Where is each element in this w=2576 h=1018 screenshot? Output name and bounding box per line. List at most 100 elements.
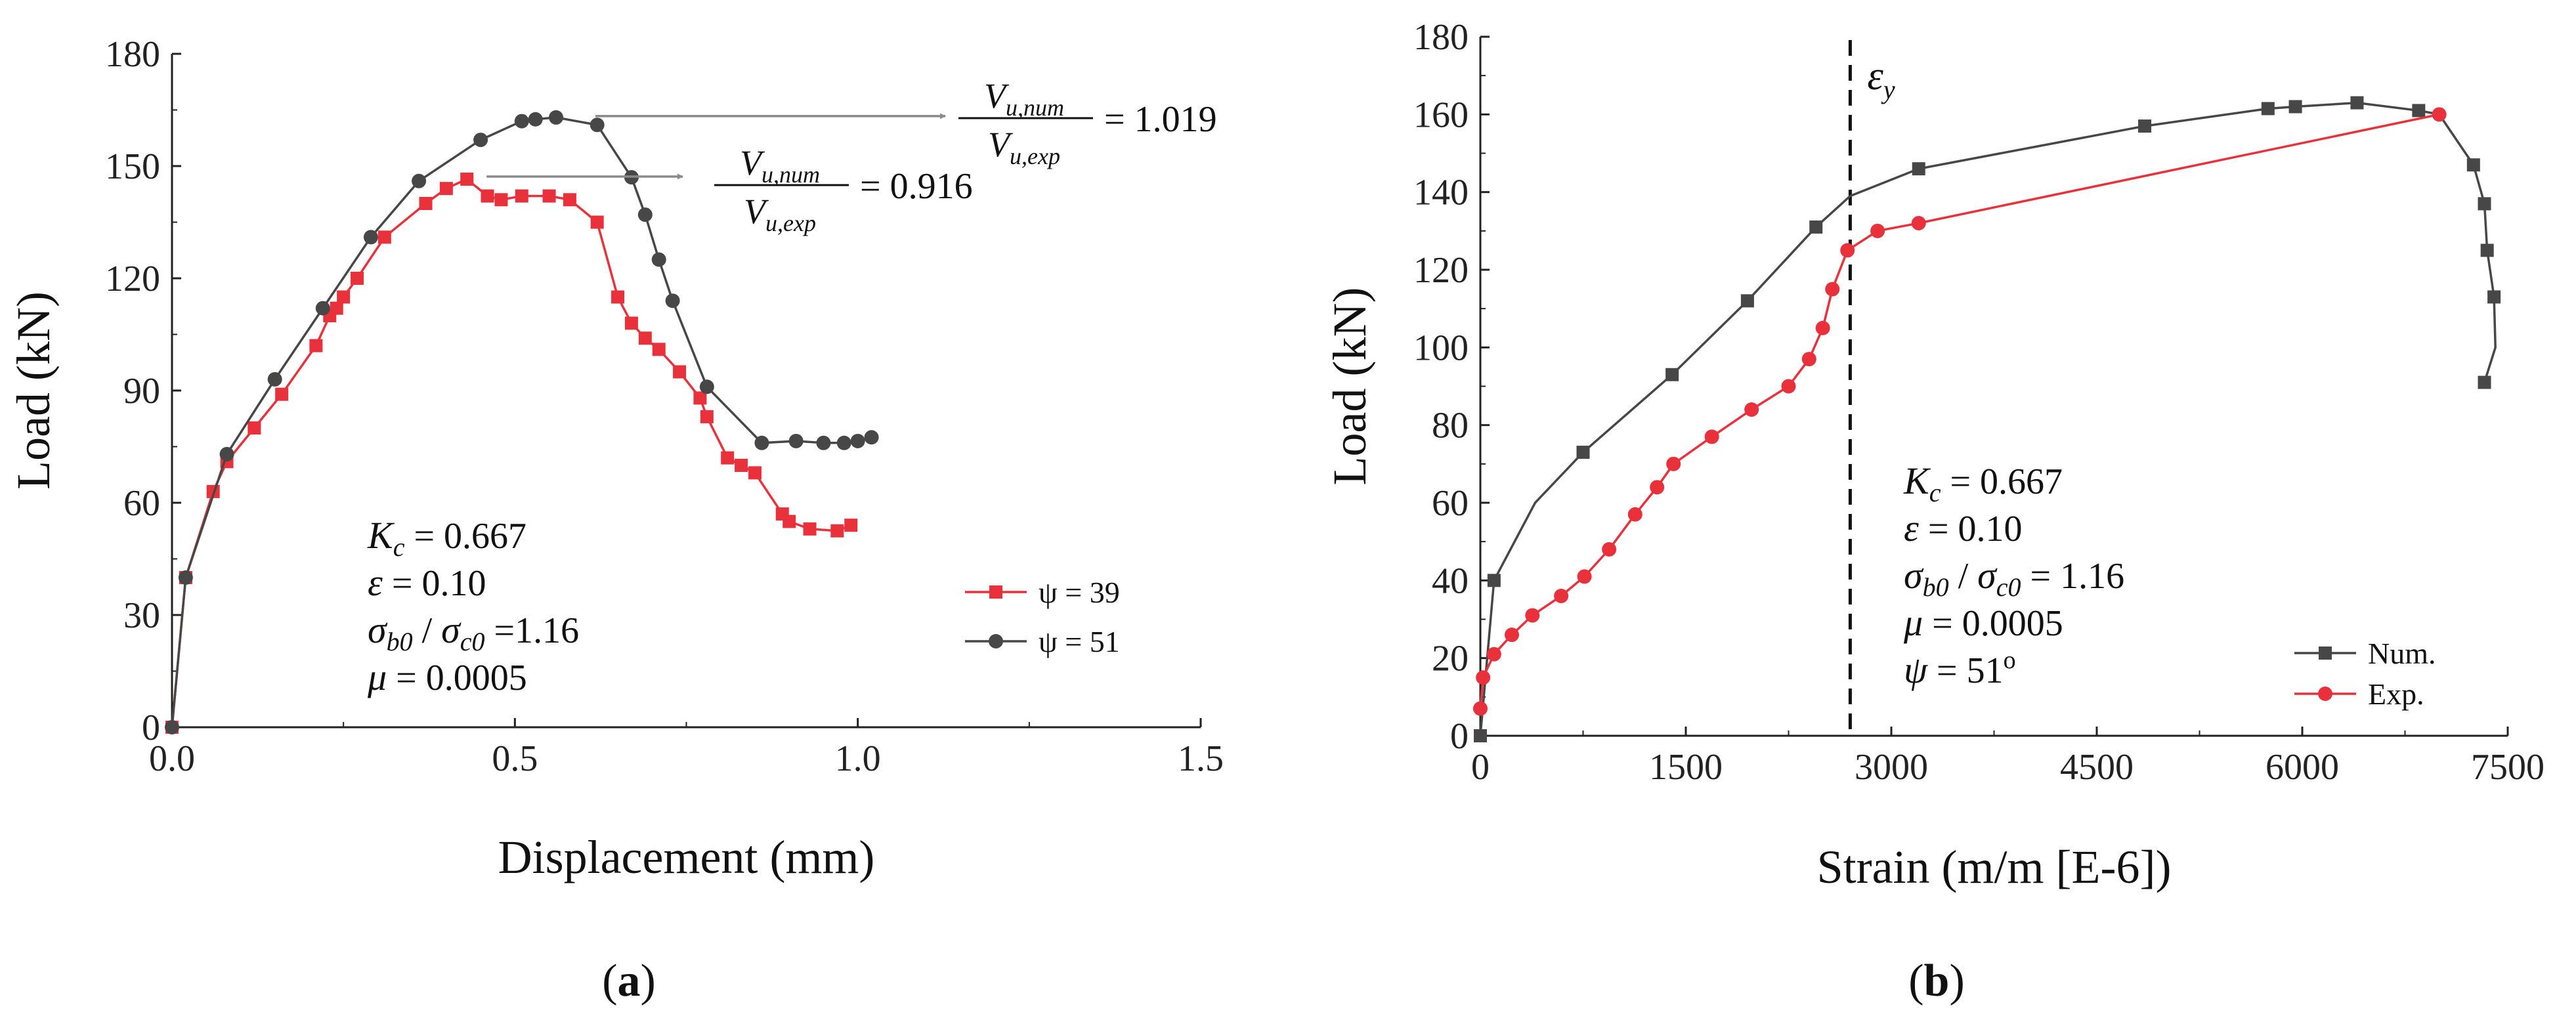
y-tick-label: 40 bbox=[1432, 561, 1469, 601]
data-point bbox=[563, 193, 576, 207]
data-point bbox=[267, 371, 282, 387]
yield-strain-label: εy bbox=[1867, 54, 1895, 104]
x-tick-label: 1.5 bbox=[1178, 738, 1224, 779]
data-point bbox=[2350, 96, 2364, 110]
data-point bbox=[2138, 119, 2152, 133]
data-point bbox=[309, 339, 323, 352]
panel-caption: (a) bbox=[602, 956, 656, 1006]
data-point bbox=[439, 182, 453, 196]
data-point bbox=[693, 391, 707, 405]
legend-marker bbox=[2318, 687, 2332, 701]
x-tick-label: 7500 bbox=[2471, 747, 2544, 788]
data-point bbox=[1815, 320, 1830, 335]
param-text-b: ε = 0.10 bbox=[1904, 507, 2022, 549]
y-tick-label: 80 bbox=[1432, 406, 1469, 446]
y-tick-label: 150 bbox=[105, 146, 160, 187]
param-text-a: σb0 / σc0 =1.16 bbox=[368, 608, 579, 656]
data-point bbox=[412, 173, 427, 188]
data-point bbox=[754, 435, 769, 450]
data-point bbox=[1576, 446, 1590, 459]
param-text-a: ε = 0.10 bbox=[368, 561, 486, 604]
data-point bbox=[2412, 104, 2426, 117]
x-tick-label: 1500 bbox=[1649, 747, 1723, 788]
data-point bbox=[1781, 379, 1796, 394]
data-point bbox=[1554, 589, 1569, 603]
x-tick-label: 0.0 bbox=[149, 738, 195, 779]
data-point bbox=[481, 189, 494, 203]
data-point bbox=[673, 365, 687, 379]
data-point bbox=[419, 197, 433, 210]
data-point bbox=[803, 522, 817, 536]
data-point bbox=[2478, 375, 2491, 389]
param-text-b: μ = 0.0005 bbox=[1903, 601, 2063, 644]
param-text-b: Kc = 0.667 bbox=[1903, 459, 2063, 507]
data-point bbox=[1487, 574, 1501, 587]
y-tick-label: 100 bbox=[1413, 328, 1469, 368]
data-point bbox=[1473, 701, 1488, 716]
y-tick-label: 120 bbox=[105, 259, 160, 299]
data-point bbox=[178, 570, 193, 585]
data-point bbox=[219, 446, 234, 461]
data-point bbox=[1801, 352, 1816, 367]
data-point bbox=[590, 117, 605, 133]
data-point bbox=[652, 343, 666, 356]
data-point bbox=[549, 110, 564, 125]
data-point bbox=[611, 290, 625, 304]
legend-label: ψ = 51 bbox=[1039, 625, 1120, 658]
panel-b: 0 1500 3000 4500 6000 7500 0 20 40 60 80 100 120 140 1… bbox=[1323, 17, 2544, 1006]
param-text-a: μ = 0.0005 bbox=[367, 656, 527, 698]
legend-marker bbox=[989, 634, 1003, 648]
param-text-b: σb0 / σc0 = 1.16 bbox=[1904, 554, 2124, 602]
y-tick-label: 0 bbox=[1450, 716, 1469, 757]
panel-a: 0.0 0.5 1.0 1.5 0 30 60 90 120 150 180 Displacement… bbox=[7, 34, 1224, 1006]
y-tick-label: 120 bbox=[1413, 250, 1469, 291]
data-point bbox=[1525, 608, 1540, 623]
y-tick-label: 180 bbox=[1413, 17, 1469, 58]
x-axis-label: Displacement (mm) bbox=[498, 831, 875, 883]
y-tick-label: 160 bbox=[1413, 95, 1469, 135]
data-point bbox=[165, 720, 179, 734]
y-tick-label: 180 bbox=[105, 34, 160, 75]
y-tick-label: 60 bbox=[123, 483, 160, 524]
data-point bbox=[1666, 456, 1681, 471]
data-point bbox=[363, 230, 378, 245]
data-point bbox=[1704, 429, 1719, 444]
panel-caption: (b) bbox=[1908, 956, 1965, 1006]
data-point bbox=[1870, 223, 1885, 238]
param-text-b: ψ = 51o bbox=[1904, 647, 2016, 691]
data-point bbox=[1912, 162, 1925, 176]
data-point bbox=[2261, 102, 2275, 116]
data-point bbox=[783, 515, 796, 528]
data-point bbox=[637, 207, 653, 223]
data-point bbox=[830, 524, 844, 538]
data-point bbox=[700, 410, 714, 423]
data-point bbox=[624, 316, 638, 330]
data-point bbox=[864, 430, 879, 445]
data-point bbox=[330, 301, 343, 315]
data-point bbox=[528, 112, 543, 127]
ratio-value: = 1.019 bbox=[1104, 99, 1217, 140]
data-point bbox=[2288, 100, 2302, 114]
data-point bbox=[2466, 158, 2480, 172]
data-point bbox=[2480, 244, 2494, 257]
ratio-value: = 0.916 bbox=[860, 166, 973, 207]
data-point bbox=[1744, 402, 1759, 417]
data-point bbox=[748, 466, 762, 480]
legend-marker bbox=[989, 585, 1002, 599]
data-point bbox=[1602, 542, 1617, 557]
data-point bbox=[1840, 243, 1855, 258]
data-point bbox=[1650, 480, 1665, 495]
data-point bbox=[850, 433, 865, 448]
ratio-numerator: Vu,num bbox=[740, 143, 820, 188]
data-point bbox=[515, 189, 528, 203]
legend-label: Exp. bbox=[2368, 677, 2424, 711]
data-point bbox=[1476, 670, 1491, 685]
data-point bbox=[816, 435, 831, 450]
x-axis-label: Strain (m/m [E-6]) bbox=[1817, 841, 2172, 893]
data-point bbox=[836, 435, 851, 450]
data-point bbox=[1627, 507, 1642, 522]
data-point bbox=[1911, 216, 1926, 230]
